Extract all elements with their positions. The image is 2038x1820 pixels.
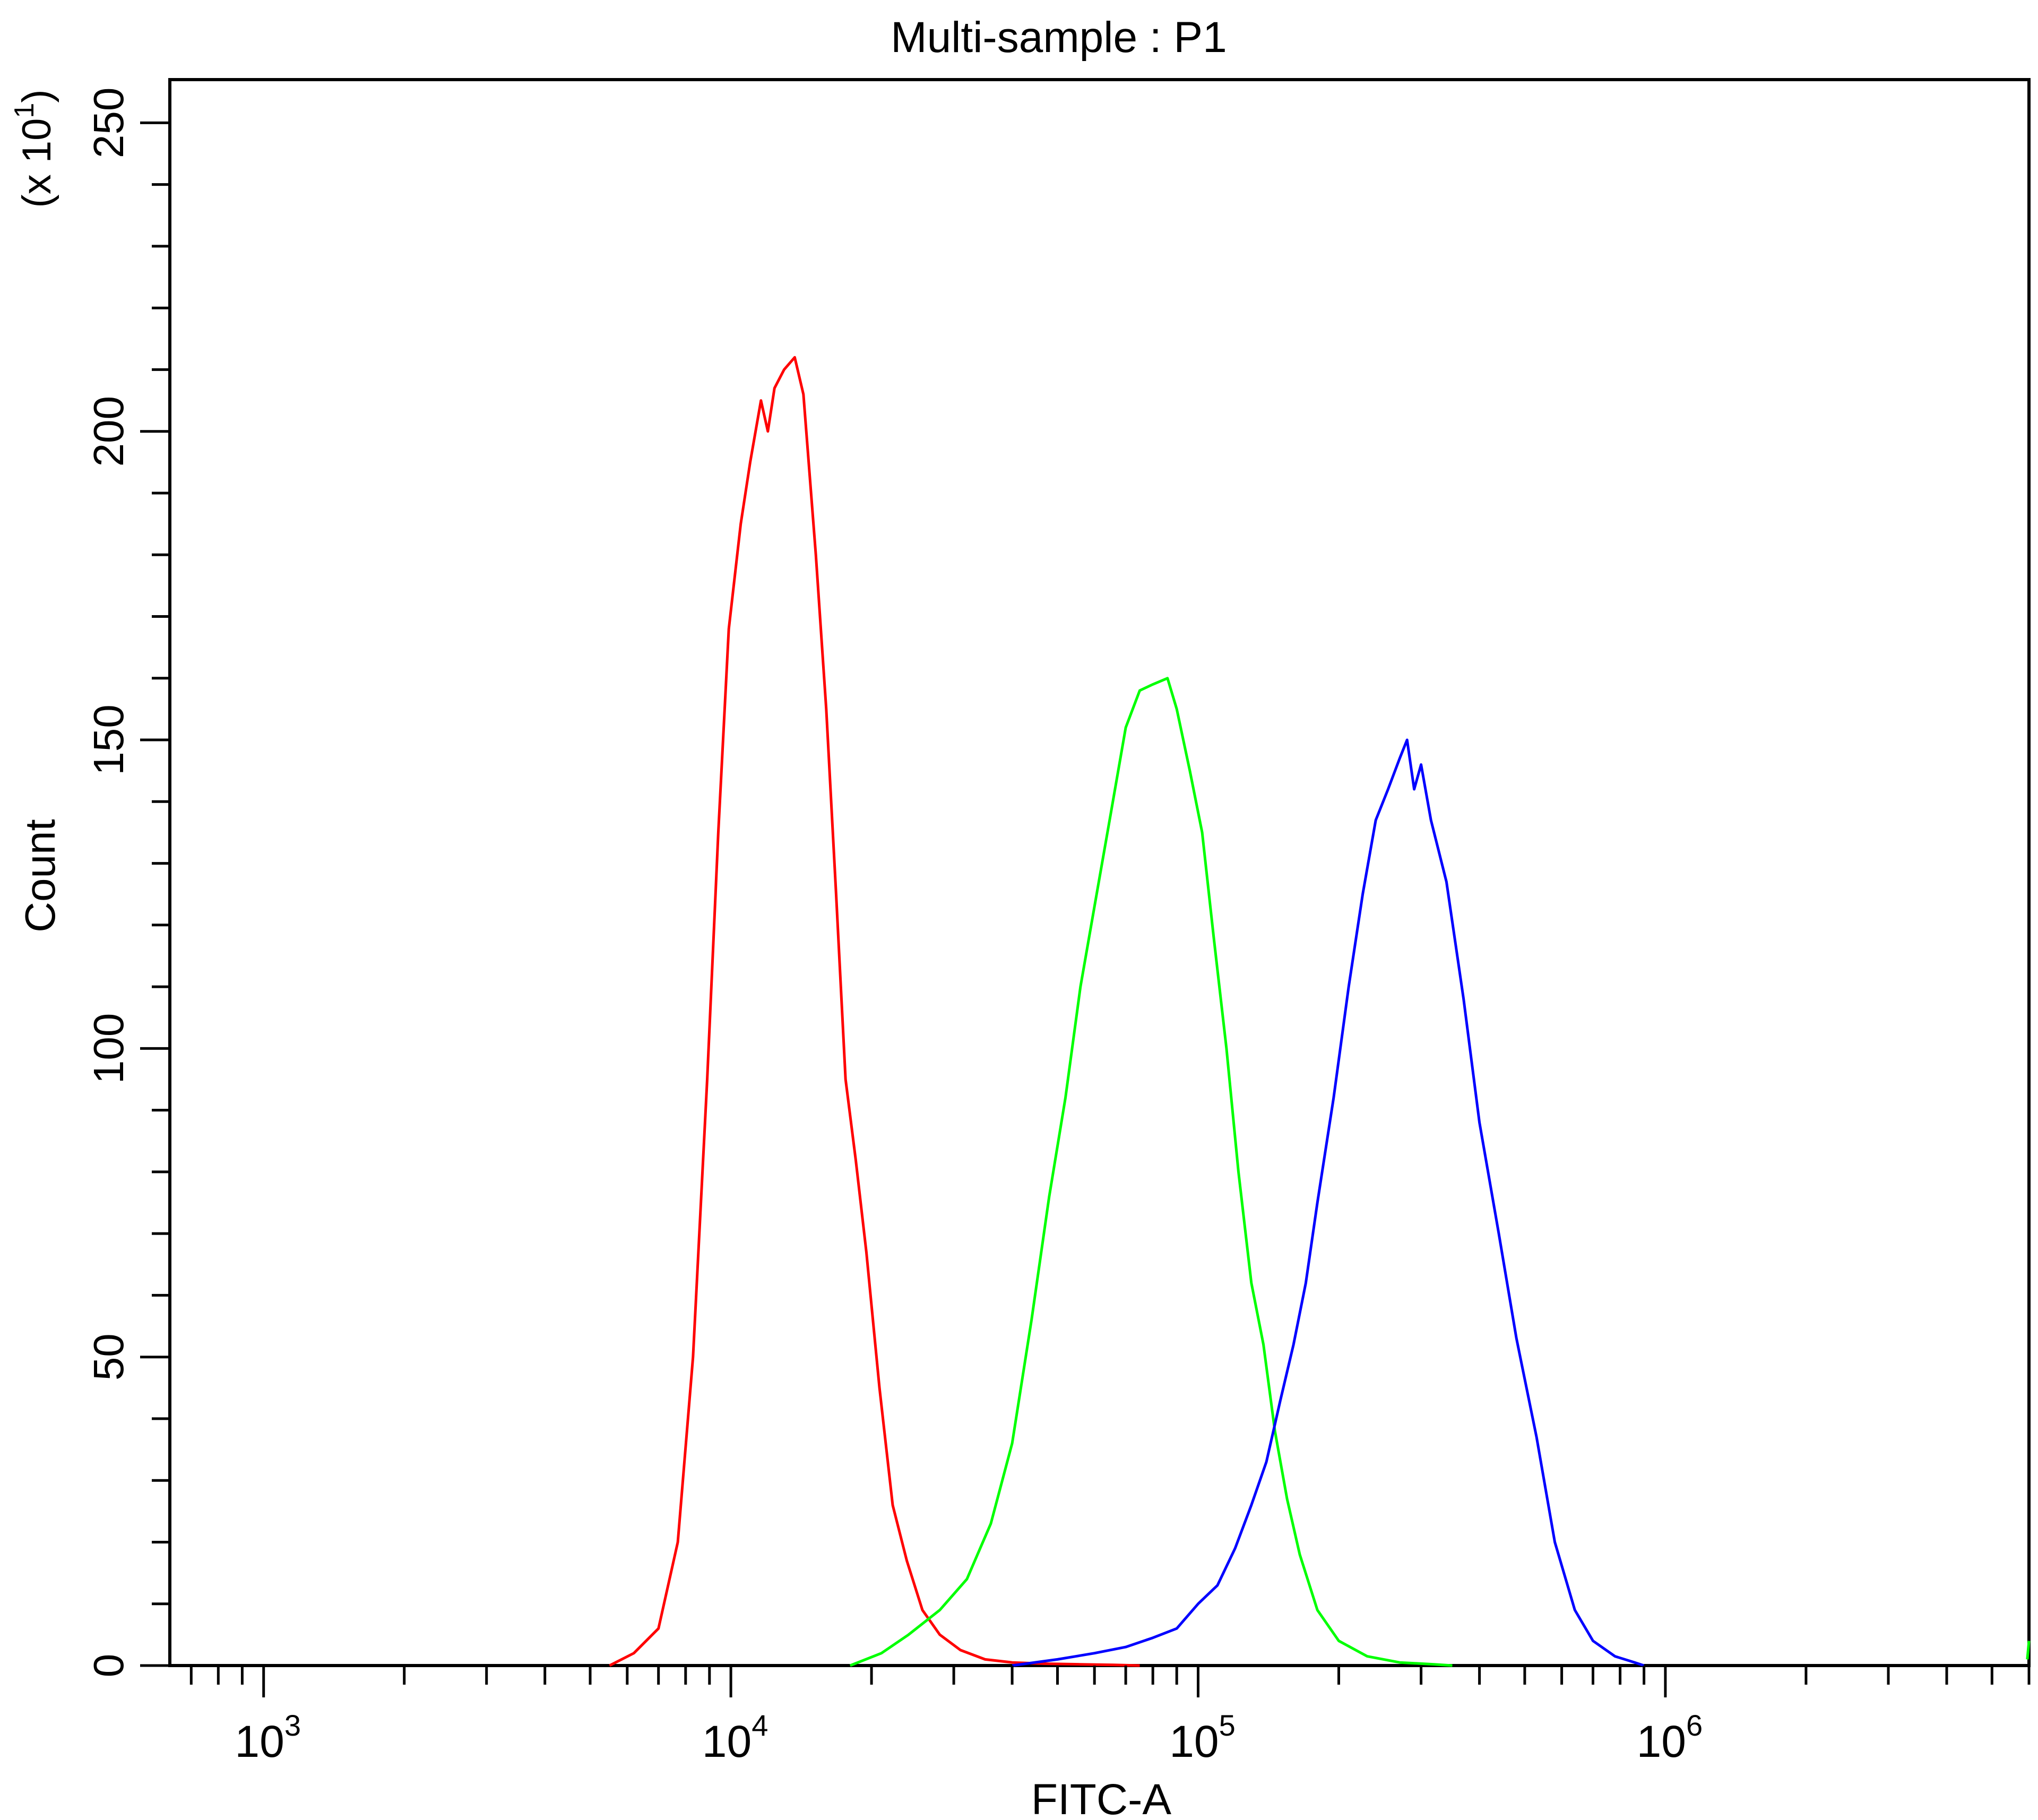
y-tick-label: 250 [85,88,132,158]
y-tick-label: 50 [85,1333,132,1381]
y-multiplier-label: (x 101) [9,89,59,208]
x-tick-label-base: 10 [235,1717,284,1766]
x-tick-label-base: 10 [1637,1717,1686,1766]
x-tick-label-exponent: 5 [1219,1709,1236,1742]
x-tick-label-exponent: 3 [284,1709,301,1742]
y-tick-label: 200 [85,396,132,467]
chart-title: Multi-sample : P1 [891,13,1227,62]
series-line-4 [2026,1641,2031,1660]
x-tick-label: 106 [1637,1709,1703,1766]
y-tick-label: 100 [85,1013,132,1084]
series-curves [609,356,2031,1667]
series-line-1 [609,356,1140,1667]
x-tick-label-exponent: 4 [752,1709,768,1742]
x-axis-label: FITC-A [1031,1775,1171,1820]
x-axis: 103 104 105 106 [189,1666,2031,1766]
y-tick-label: 150 [85,704,132,775]
y-axis-label: Count [16,819,64,932]
x-tick-label-exponent: 6 [1686,1709,1703,1742]
y-axis: 0 50 100 150 200 250 [85,88,170,1678]
series-line-3 [1012,738,1645,1667]
y-multiplier-exponent: 1 [9,103,40,118]
x-tick-label: 105 [1169,1709,1236,1766]
y-tick-label: 0 [85,1654,132,1678]
x-tick-label: 104 [702,1709,768,1766]
x-tick-label-base: 10 [702,1717,752,1766]
x-tick-label-base: 10 [1169,1717,1219,1766]
series-line-2 [849,677,1453,1667]
y-multiplier-prefix: (x 10 [14,118,59,208]
x-tick-label: 103 [235,1709,301,1766]
y-multiplier-suffix: ) [14,89,59,102]
